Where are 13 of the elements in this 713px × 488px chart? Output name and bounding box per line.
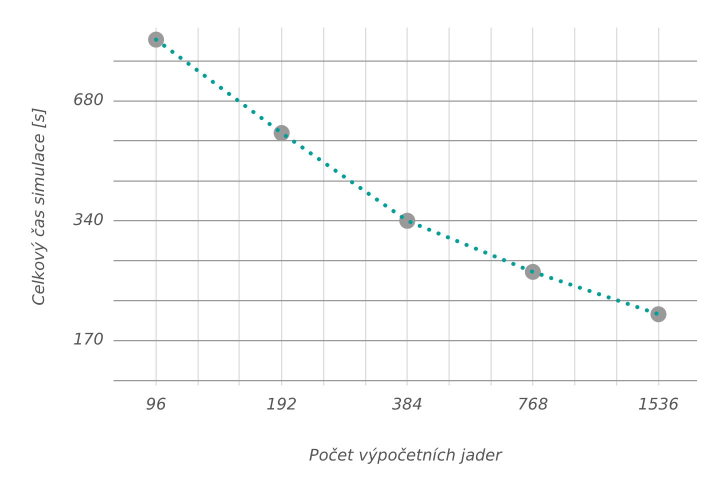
x-tick-label: 192 [266, 394, 297, 414]
point [524, 264, 541, 280]
y-tick-label: 340 [73, 210, 104, 229]
point [650, 306, 666, 322]
y-axis-title: Celkový čas simulace [s] [28, 108, 48, 306]
x-tick-label: 96 [146, 394, 166, 414]
x-tick-label: 384 [392, 394, 423, 414]
x-tick-label: 1536 [638, 394, 679, 414]
y-tick-label: 170 [73, 330, 104, 349]
y-tick-label: 680 [73, 90, 104, 110]
point [148, 32, 164, 48]
x-axis-title: Počet výpočetních jader [309, 446, 504, 465]
x-tick-label: 768 [518, 394, 548, 414]
